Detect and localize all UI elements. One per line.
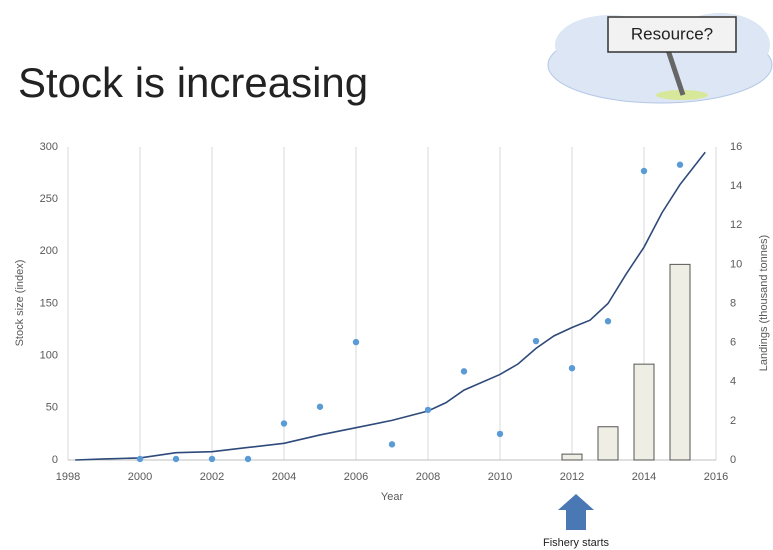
- y-tick-label: 200: [40, 245, 58, 257]
- y-tick-label: 250: [40, 193, 58, 205]
- x-tick-label: 2012: [560, 471, 584, 483]
- point: [460, 368, 468, 375]
- y-tick-label: 100: [40, 350, 58, 362]
- y-tick-label: 0: [52, 454, 58, 466]
- y2-tick-label: 14: [730, 180, 742, 192]
- y2-tick-label: 16: [730, 141, 742, 153]
- bar: [597, 426, 619, 461]
- point: [532, 337, 540, 345]
- x-tick-label: 2004: [272, 471, 296, 483]
- x-tick-label: 2002: [200, 471, 224, 483]
- y-tick-label: 300: [40, 141, 58, 153]
- point: [352, 338, 360, 346]
- x-tick-label: 2000: [128, 471, 152, 483]
- y2-tick-label: 8: [730, 297, 736, 309]
- point: [676, 161, 684, 168]
- point: [316, 403, 324, 410]
- line: [75, 151, 706, 461]
- y-tick-label: 50: [46, 402, 58, 414]
- y2-tick-label: 6: [730, 337, 736, 349]
- point: [244, 455, 252, 463]
- y-axis-label: Stock size (index): [14, 260, 26, 347]
- point: [496, 430, 504, 438]
- y2-tick-label: 4: [730, 376, 736, 388]
- bar: [633, 363, 655, 461]
- y2-tick-label: 12: [730, 219, 742, 231]
- y2-tick-label: 2: [730, 415, 736, 427]
- point: [604, 318, 612, 325]
- annotation: Fishery starts: [543, 537, 610, 549]
- x-tick-label: 2008: [416, 471, 440, 483]
- y-tick-label: 150: [40, 297, 58, 309]
- point: [388, 441, 396, 448]
- x-axis-label: Year: [381, 491, 404, 503]
- y2-tick-label: 10: [730, 258, 742, 270]
- point: [568, 364, 576, 372]
- y2-tick-label: 0: [730, 454, 736, 466]
- point: [172, 455, 180, 463]
- x-tick-label: 2010: [488, 471, 512, 483]
- point: [280, 420, 288, 427]
- sign-label: Resource?: [631, 24, 713, 43]
- bar: [561, 453, 583, 461]
- cloud: [547, 13, 773, 104]
- bar: [669, 263, 691, 461]
- chart-title: Stock is increasing: [18, 59, 368, 106]
- point: [136, 455, 144, 463]
- point: [424, 406, 432, 414]
- x-tick-label: 1998: [56, 471, 80, 483]
- x-tick-label: 2014: [632, 471, 656, 483]
- y2-axis-label: Landings (thousand tonnes): [758, 235, 770, 371]
- x-tick-label: 2006: [344, 471, 368, 483]
- point: [640, 167, 648, 175]
- arrow: [558, 494, 594, 530]
- point: [208, 455, 216, 463]
- x-tick-label: 2016: [704, 471, 728, 483]
